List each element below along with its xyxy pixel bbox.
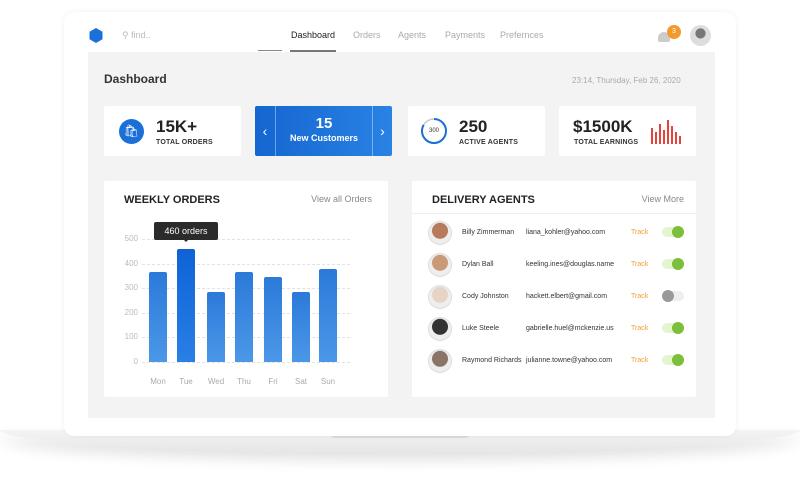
x-tick-label: Wed xyxy=(207,377,225,386)
agent-row: Luke Steele gabrielle.huel@mckenzie.us T… xyxy=(412,313,688,345)
total-earnings-card: $1500K TOTAL EARNINGS xyxy=(559,106,696,156)
earnings-bars-icon xyxy=(651,120,681,144)
view-more-link[interactable]: View More xyxy=(641,194,684,204)
notification-badge: 3 xyxy=(667,25,681,39)
agent-toggle[interactable] xyxy=(662,258,684,270)
agent-name: Raymond Richards xyxy=(462,357,522,364)
x-tick-label: Fri xyxy=(268,377,278,386)
agent-row: Cody Johnston hackett.elbert@gmail.com T… xyxy=(412,281,688,313)
agent-email: liana_kohler@yahoo.com xyxy=(526,229,606,236)
delivery-agents-title: DELIVERY AGENTS xyxy=(432,194,535,206)
track-link[interactable]: Track xyxy=(631,261,649,268)
bar-sun[interactable] xyxy=(319,268,337,362)
track-link[interactable]: Track xyxy=(631,229,649,236)
agent-email: gabrielle.huel@mckenzie.us xyxy=(526,325,614,332)
agent-name: Dylan Ball xyxy=(462,261,494,268)
tab-orders[interactable]: Orders xyxy=(353,30,381,40)
search-input[interactable]: ⚲ find.. xyxy=(122,30,151,40)
agent-email: julianne.towne@yahoo.com xyxy=(526,357,613,364)
page-title: Dashboard xyxy=(104,72,167,86)
new-customers-card: ‹ › 15 New Customers xyxy=(255,106,392,156)
chart-tooltip: 460 orders xyxy=(154,222,218,240)
total-orders-card: 🛍 15K+ TOTAL ORDERS xyxy=(104,106,241,156)
chevron-left-icon[interactable]: ‹ xyxy=(255,106,276,156)
bar-sat[interactable] xyxy=(292,291,310,362)
y-tick-label: 500 xyxy=(124,234,138,243)
agent-avatar xyxy=(428,349,452,373)
bar-tue[interactable] xyxy=(177,248,195,362)
track-link[interactable]: Track xyxy=(631,293,649,300)
search-icon: ⚲ xyxy=(122,30,129,40)
agent-row: Billy Zimmerman liana_kohler@yahoo.com T… xyxy=(412,217,688,249)
tab-agents[interactable]: Agents xyxy=(398,30,427,40)
agent-email: keeling.ines@douglas.name xyxy=(526,261,615,268)
bar-wed[interactable] xyxy=(207,291,225,362)
active-agents-card: 300 250 ACTIVE AGENTS xyxy=(408,106,545,156)
user-avatar[interactable] xyxy=(690,25,711,46)
datetime: 23:14, Thursday, Feb 26, 2020 xyxy=(572,76,681,85)
bar-fri[interactable] xyxy=(264,277,282,362)
y-tick-label: 100 xyxy=(124,332,138,342)
x-tick-label: Sun xyxy=(320,377,336,386)
y-tick-label: 400 xyxy=(124,258,138,268)
chevron-right-icon[interactable]: › xyxy=(372,106,392,156)
agent-toggle[interactable] xyxy=(662,226,684,238)
agent-email: hackett.elbert@gmail.com xyxy=(526,293,608,300)
weekly-orders-title: WEEKLY ORDERS xyxy=(124,194,220,206)
active-tab-indicator xyxy=(290,50,336,52)
delivery-agents-panel: DELIVERY AGENTS View More Billy Zimmerma… xyxy=(412,181,696,397)
grid-line xyxy=(142,263,350,265)
bell-icon[interactable] xyxy=(658,32,670,42)
track-link[interactable]: Track xyxy=(631,325,649,332)
bar-mon[interactable] xyxy=(149,272,167,362)
y-tick-label: 0 xyxy=(133,357,138,366)
x-tick-label: Mon xyxy=(150,377,166,386)
agents-progress-ring xyxy=(421,118,447,144)
agent-name: Billy Zimmerman xyxy=(462,229,515,236)
agent-avatar xyxy=(428,317,452,341)
grid-line xyxy=(142,239,350,240)
tab-dashboard[interactable]: Dashboard xyxy=(291,30,336,40)
tab-preferences[interactable]: Prefernces xyxy=(500,30,544,40)
agent-name: Luke Steele xyxy=(462,325,499,332)
x-tick-label: Thu xyxy=(237,377,251,386)
agent-avatar xyxy=(428,285,452,309)
agent-name: Cody Johnston xyxy=(462,293,509,300)
y-tick-label: 300 xyxy=(124,283,138,293)
view-all-orders-link[interactable]: View all Orders xyxy=(311,194,372,204)
logo-icon[interactable] xyxy=(89,28,103,43)
x-tick-label: Sat xyxy=(294,377,307,386)
agent-toggle[interactable] xyxy=(662,290,684,302)
tab-payments[interactable]: Payments xyxy=(445,30,486,40)
agent-avatar xyxy=(428,221,452,245)
x-tick-label: Tue xyxy=(179,377,193,386)
agent-row: Dylan Ball keeling.ines@douglas.name Tra… xyxy=(412,249,688,281)
bar-thu[interactable] xyxy=(235,272,253,362)
agent-toggle[interactable] xyxy=(662,322,684,334)
y-tick-label: 200 xyxy=(124,307,138,317)
agent-toggle[interactable] xyxy=(662,354,684,366)
shopping-bag-icon: 🛍 xyxy=(119,119,144,144)
grid-line xyxy=(142,362,350,363)
agent-avatar xyxy=(428,253,452,277)
track-link[interactable]: Track xyxy=(631,357,649,364)
agent-row: Raymond Richards julianne.towne@yahoo.co… xyxy=(412,345,688,377)
